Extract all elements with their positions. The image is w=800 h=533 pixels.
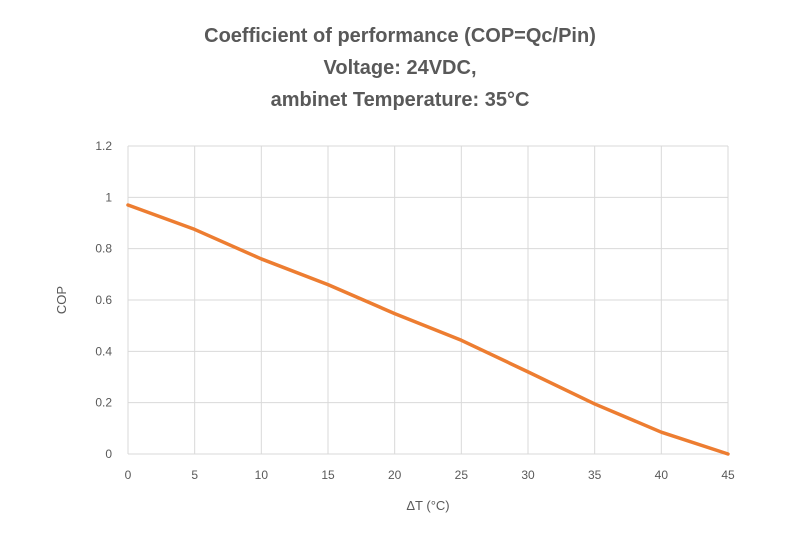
chart-title-line-1: Coefficient of performance (COP=Qc/Pin) [204,25,596,47]
cop-series-line [126,203,730,456]
x-tick-label: 45 [721,468,735,482]
x-tick-label: 40 [655,468,669,482]
x-tick-label: 25 [455,468,469,482]
x-tick-label: 30 [521,468,535,482]
y-tick-label: 0.4 [95,344,112,358]
x-tick-label: 10 [255,468,269,482]
x-tick-label: 15 [321,468,335,482]
chart-title-line-2: Voltage: 24VDC, [323,57,477,79]
y-tick-label: 0 [105,447,112,461]
x-tick-label: 0 [125,468,132,482]
y-axis-label: COP [54,286,69,314]
y-tick-label: 0.6 [95,293,112,307]
x-tick-label: 5 [191,468,198,482]
y-tick-label: 0.8 [95,242,112,256]
y-tick-label: 0.2 [95,396,112,410]
y-tick-label: 1 [105,190,112,204]
x-tick-label: 35 [588,468,602,482]
x-axis-label: ΔT (°C) [406,498,449,513]
y-tick-label: 1.2 [95,139,112,153]
x-tick-label: 20 [388,468,402,482]
chart-title-line-3: ambinet Temperature: 35°C [270,89,530,111]
